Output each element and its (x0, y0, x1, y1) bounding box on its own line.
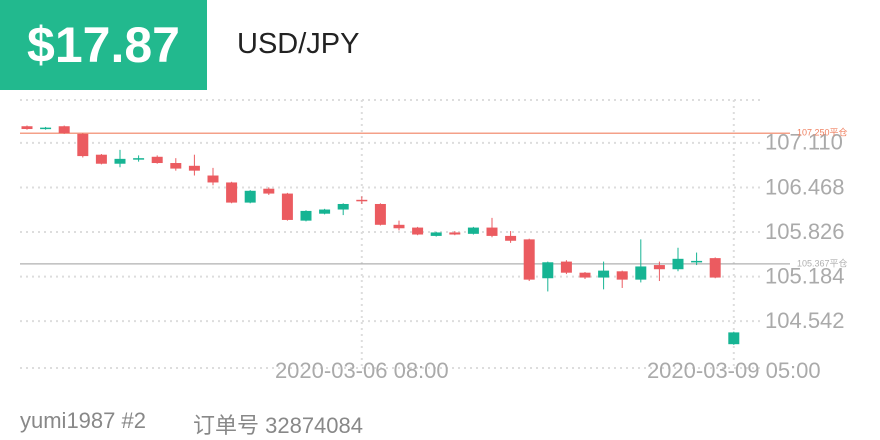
candle-body (95, 154, 107, 164)
candle-body (300, 210, 312, 221)
candle-body (709, 258, 721, 278)
candle-body (40, 127, 52, 130)
candle-body (728, 332, 740, 345)
candle-body (281, 193, 293, 220)
y-tick-label: 107.110 (765, 130, 843, 155)
candle-body (319, 209, 331, 214)
candle-body (244, 190, 256, 203)
candle-body (133, 158, 145, 160)
candle-body (412, 227, 424, 235)
candle-body (449, 232, 461, 235)
order-number: 订单号 32874084 (193, 413, 363, 438)
candle-body (114, 158, 126, 164)
candle-body (356, 199, 368, 202)
reference-label: 105.367平仓 (797, 257, 848, 268)
candle-body (635, 266, 647, 280)
candle-body (207, 175, 219, 183)
candle-body (672, 258, 684, 270)
candle-body (560, 261, 572, 273)
reference-label: 107.250平仓 (797, 127, 848, 138)
user: yumi1987 #2 (20, 408, 146, 433)
candle-body (337, 203, 349, 210)
x-tick-label: 2020-03-09 05:00 (647, 358, 821, 383)
candle-body (505, 235, 517, 241)
candle-body (616, 271, 628, 280)
candle-body (263, 188, 275, 194)
candle-body (393, 224, 405, 229)
candle-body (691, 260, 703, 263)
candle-body (188, 165, 200, 171)
candle-body (542, 262, 554, 279)
candle-body (21, 126, 33, 130)
x-tick-label: 2020-03-06 08:00 (275, 358, 449, 383)
candle-body (523, 239, 535, 280)
candle-body (430, 232, 442, 236)
candle-body (77, 133, 89, 157)
candle-body (486, 227, 498, 236)
candle-body (653, 265, 665, 270)
candle-body (598, 270, 610, 278)
candle-body (467, 227, 479, 234)
y-tick-label: 105.184 (765, 263, 845, 288)
candle-body (58, 126, 70, 134)
y-tick-label: 104.542 (765, 308, 845, 333)
candle-body (170, 163, 182, 169)
pair: USD/JPY (237, 28, 360, 60)
profit: $17.87 (0, 0, 207, 90)
candle-body (374, 203, 386, 225)
candle-body (579, 272, 591, 278)
y-tick-label: 105.826 (765, 219, 845, 244)
y-tick-label: 106.468 (765, 174, 845, 199)
candle-body (226, 182, 238, 203)
candle-body (151, 156, 163, 164)
